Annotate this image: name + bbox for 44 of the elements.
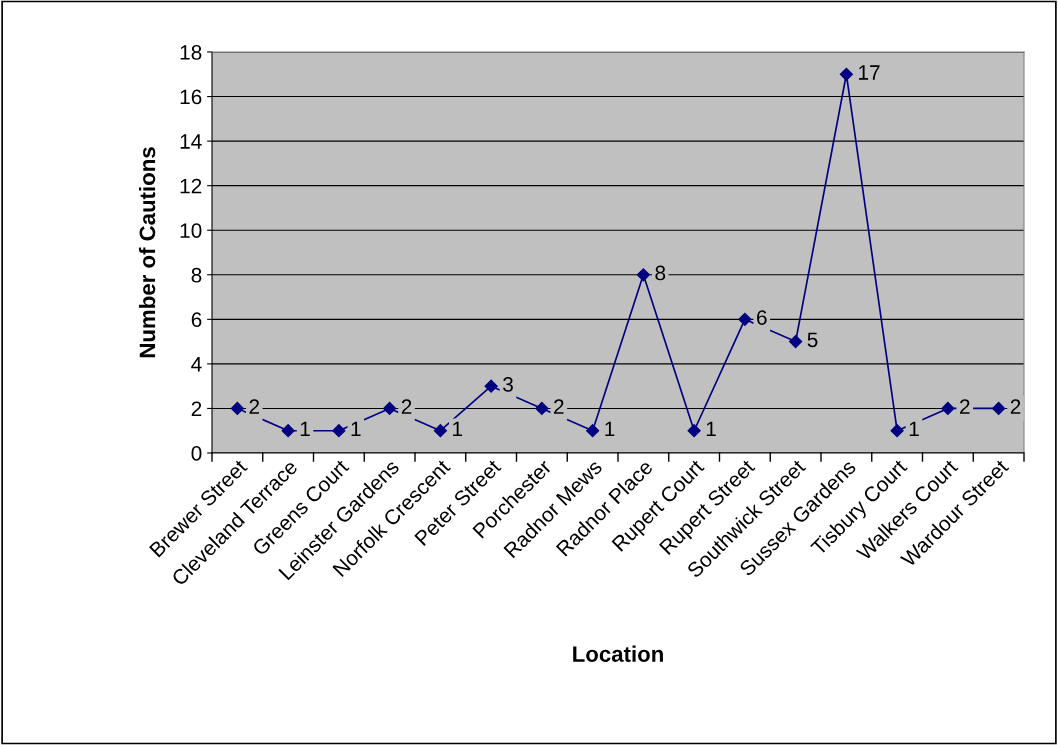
x-axis-title: Location [573, 645, 663, 662]
data-label: 1 [453, 421, 463, 437]
point [992, 401, 1006, 416]
point [738, 312, 752, 326]
y-tick-label: 0 [191, 446, 202, 461]
point [332, 424, 346, 438]
point [636, 268, 650, 282]
y-tick-label: 10 [180, 223, 202, 238]
y-tick-label: 8 [191, 267, 202, 283]
data-label: 2 [960, 399, 970, 414]
data-label: 1 [351, 421, 361, 437]
point [230, 401, 244, 416]
data-label: 2 [1010, 399, 1021, 414]
point [941, 401, 955, 416]
point [484, 379, 498, 393]
data-label: 8 [655, 265, 666, 281]
data-label: 1 [706, 421, 716, 437]
point [383, 401, 397, 416]
data-label: 1 [605, 421, 615, 437]
y-tick-label: 18 [180, 45, 202, 60]
data-label: 2 [554, 399, 564, 414]
y-tick-label: 12 [180, 178, 202, 194]
point [687, 424, 701, 438]
point [839, 67, 853, 81]
data-label: 2 [401, 399, 412, 414]
y-tick-label: 14 [180, 134, 202, 149]
y-tick-label: 16 [180, 89, 202, 105]
point [433, 424, 447, 438]
data-label: 1 [909, 421, 919, 437]
point [789, 335, 803, 349]
y-tick-label: 6 [191, 312, 202, 328]
data-label: 6 [757, 310, 767, 325]
data-label: 17 [859, 65, 880, 80]
data-label: 3 [503, 377, 513, 392]
y-tick-label: 2 [191, 401, 202, 416]
point [890, 424, 904, 438]
data-label: 2 [249, 399, 260, 414]
data-label: 1 [300, 421, 310, 437]
point [586, 424, 600, 438]
point [535, 401, 549, 416]
data-label: 5 [807, 332, 818, 348]
y-axis-title: Number of Cautions [138, 147, 156, 358]
point [281, 424, 295, 438]
y-tick-label: 4 [191, 357, 202, 372]
